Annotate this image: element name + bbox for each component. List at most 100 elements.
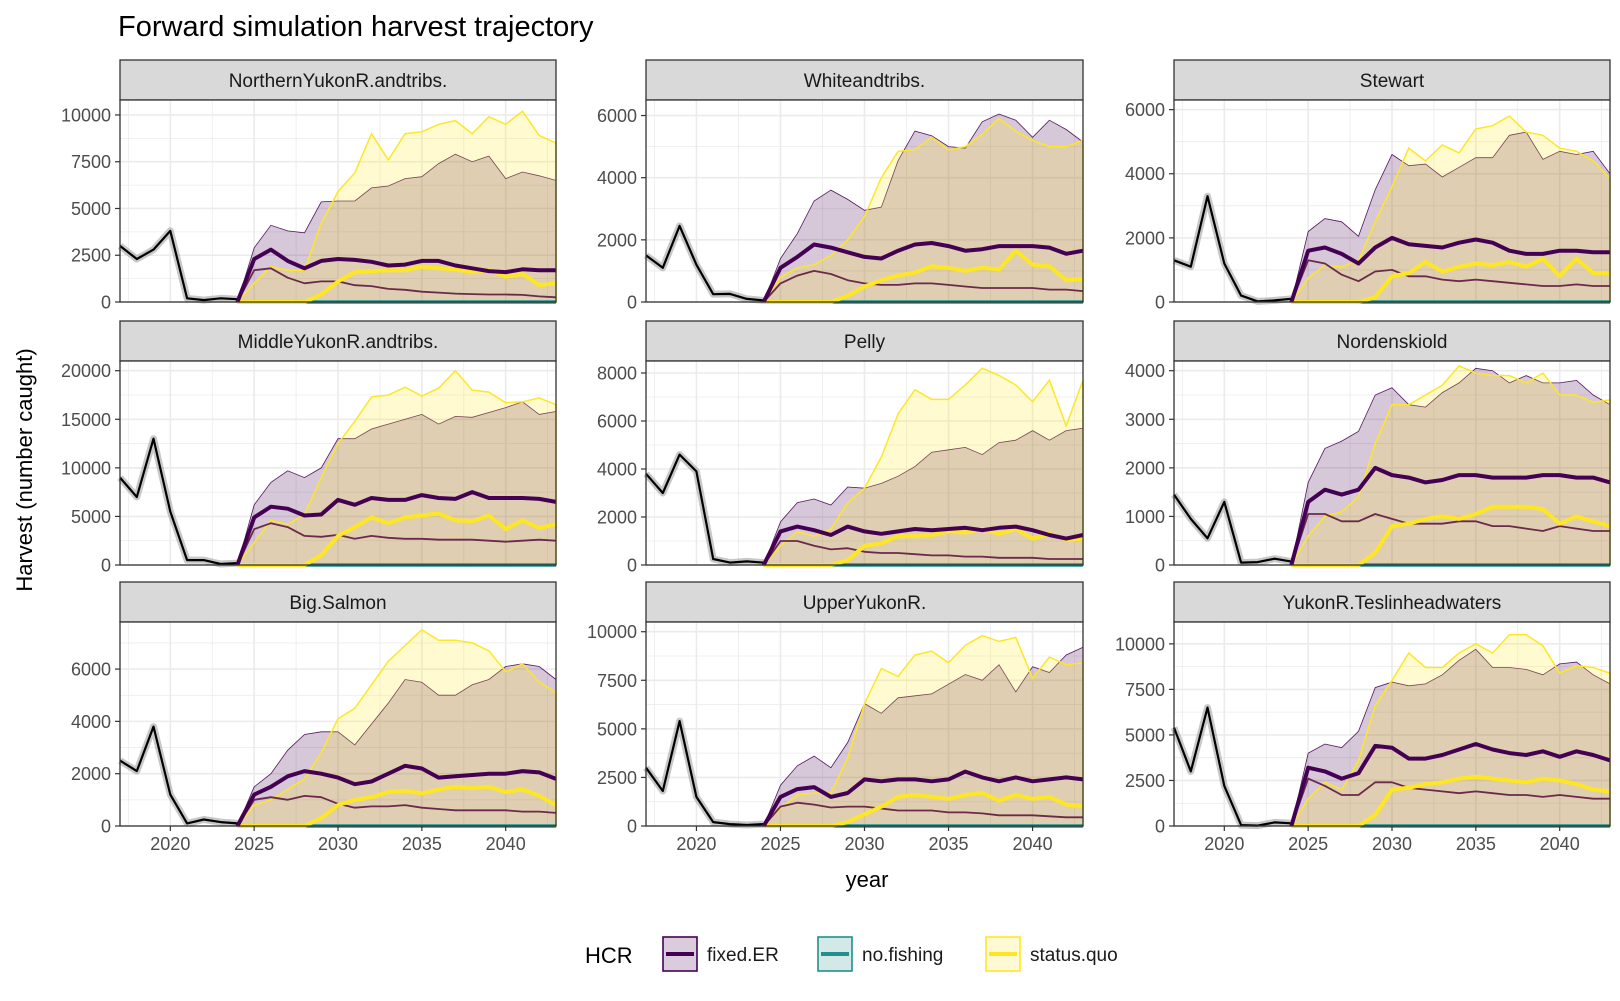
y-tick-label: 0 — [101, 817, 111, 837]
facet-strip — [119, 59, 557, 101]
fixed-er-lower-line — [763, 270, 1084, 303]
facet-strip — [645, 59, 1084, 101]
x-tick-label: 2030 — [1372, 834, 1412, 854]
panel-2: Stewart 0 2000 4000 6000 — [1125, 59, 1611, 313]
fixed-er-median-line — [1289, 235, 1610, 303]
fixed-er-lower-line — [1290, 259, 1610, 303]
y-axis-title: Harvest (number caught) — [12, 348, 37, 591]
panel-8: YukonR.Teslinheadwaters 0 2500 5000 7500 1000… — [1115, 581, 1611, 854]
x-tick-label: 2035 — [402, 834, 442, 854]
x-tick-label: 2020 — [1204, 834, 1244, 854]
panel-0: NorthernYukonR.andtribs. 0 2500 5000 7500 100… — [61, 59, 557, 313]
y-tick-label: 2000 — [71, 764, 111, 784]
y-tick-label: 10000 — [61, 458, 111, 478]
fixed-er-median-line — [235, 763, 557, 827]
historical-line — [1173, 195, 1292, 303]
y-tick-label: 0 — [1155, 556, 1165, 576]
facet-strip-label: Pelly — [844, 332, 886, 353]
y-tick-label: 5000 — [71, 199, 111, 219]
panel-1: Whiteandtribs. 0 2000 4000 6000 — [597, 59, 1084, 313]
y-tick-label: 6000 — [71, 660, 111, 680]
fixed-er-median-line — [235, 490, 557, 566]
panel-border — [119, 360, 557, 566]
fixed-er-lower-line — [762, 540, 1083, 566]
x-tick-label: 2020 — [676, 834, 716, 854]
chart-title: Forward simulation harvest trajectory — [118, 11, 594, 43]
panel-border — [1173, 99, 1611, 303]
y-tick-label: 7500 — [71, 152, 111, 172]
fixed-er-median-line — [235, 247, 556, 303]
facet-strip — [1173, 320, 1611, 362]
fixed-er-lower-line — [236, 267, 557, 303]
y-tick-label: 2000 — [1125, 458, 1165, 478]
fixed-er-lower-line — [1290, 513, 1610, 566]
y-tick-label: 2500 — [1125, 771, 1165, 791]
y-tick-label: 4000 — [597, 460, 637, 480]
facet-strip-label: Big.Salmon — [289, 593, 386, 614]
panel-border — [1173, 360, 1611, 566]
y-tick-label: 5000 — [1125, 725, 1165, 745]
y-tick-label: 0 — [101, 293, 111, 313]
facet-strip-label: MiddleYukonR.andtribs. — [238, 332, 439, 353]
x-tick-label: 2040 — [1540, 834, 1580, 854]
x-tick-label: 2020 — [150, 834, 190, 854]
y-tick-label: 10000 — [61, 105, 111, 125]
facet-strip-label: NorthernYukonR.andtribs. — [229, 71, 448, 92]
panel-4: Pelly 0 2000 4000 6000 8000 — [597, 320, 1084, 576]
y-tick-label: 0 — [627, 293, 637, 313]
y-tick-label: 8000 — [597, 364, 637, 384]
y-tick-label: 5000 — [71, 507, 111, 527]
historical-line — [645, 224, 764, 302]
y-tick-label: 0 — [1155, 817, 1165, 837]
x-tick-label: 2035 — [929, 834, 969, 854]
y-tick-label: 2000 — [1125, 228, 1165, 248]
x-axis-title: year — [846, 867, 889, 892]
x-tick-label: 2025 — [1288, 834, 1328, 854]
facet-strip — [119, 320, 557, 362]
historical-line — [1173, 493, 1292, 564]
legend-label: no.fishing — [862, 945, 943, 966]
x-tick-label: 2030 — [318, 834, 358, 854]
y-tick-label: 2500 — [71, 246, 111, 266]
y-tick-label: 4000 — [597, 168, 637, 188]
y-tick-label: 2000 — [597, 230, 637, 250]
y-tick-label: 2000 — [597, 508, 637, 528]
y-tick-label: 0 — [627, 817, 637, 837]
y-tick-label: 5000 — [597, 719, 637, 739]
y-tick-label: 7500 — [1125, 680, 1165, 700]
fixed-er-median-line — [761, 769, 1084, 827]
facet-strip — [1173, 59, 1611, 101]
y-tick-label: 0 — [101, 556, 111, 576]
y-tick-label: 6000 — [1125, 100, 1165, 120]
x-tick-label: 2030 — [844, 834, 884, 854]
facet-strip-label: Nordenskiold — [1337, 332, 1448, 353]
panel-3: MiddleYukonR.andtribs. 0 5000 10000 15000 200… — [61, 320, 557, 576]
historical-line — [1172, 706, 1292, 827]
x-tick-label: 2040 — [1013, 834, 1053, 854]
fixed-er-median-line — [761, 524, 1084, 566]
legend: HCR fixed.ER no.fishing status.quo — [585, 936, 1118, 972]
y-tick-label: 2500 — [597, 768, 637, 788]
fixed-er-median-line — [1289, 465, 1611, 566]
x-tick-label: 2025 — [234, 834, 274, 854]
facet-strip-label: Stewart — [1360, 71, 1425, 92]
facet-strip-label: YukonR.Teslinheadwaters — [1283, 593, 1502, 614]
y-tick-label: 4000 — [71, 712, 111, 732]
legend-title: HCR — [585, 943, 633, 968]
fixed-er-median-line — [761, 241, 1084, 303]
legend-label: status.quo — [1030, 945, 1118, 966]
fixed-er-lower-line — [763, 801, 1083, 827]
panel-6: Big.Salmon 0 2000 4000 6000 2020 2025 2030 2035 2… — [71, 581, 557, 854]
facet-strip-label: UpperYukonR. — [803, 593, 927, 614]
y-tick-label: 10000 — [1115, 634, 1165, 654]
y-tick-label: 6000 — [597, 412, 637, 432]
x-tick-label: 2035 — [1456, 834, 1496, 854]
panel-border — [645, 360, 1084, 566]
y-tick-label: 15000 — [61, 410, 111, 430]
y-tick-label: 4000 — [1125, 164, 1165, 184]
fixed-er-median-line — [1289, 742, 1611, 827]
y-tick-label: 0 — [627, 556, 637, 576]
y-tick-label: 10000 — [587, 622, 637, 642]
y-tick-label: 3000 — [1125, 410, 1165, 430]
